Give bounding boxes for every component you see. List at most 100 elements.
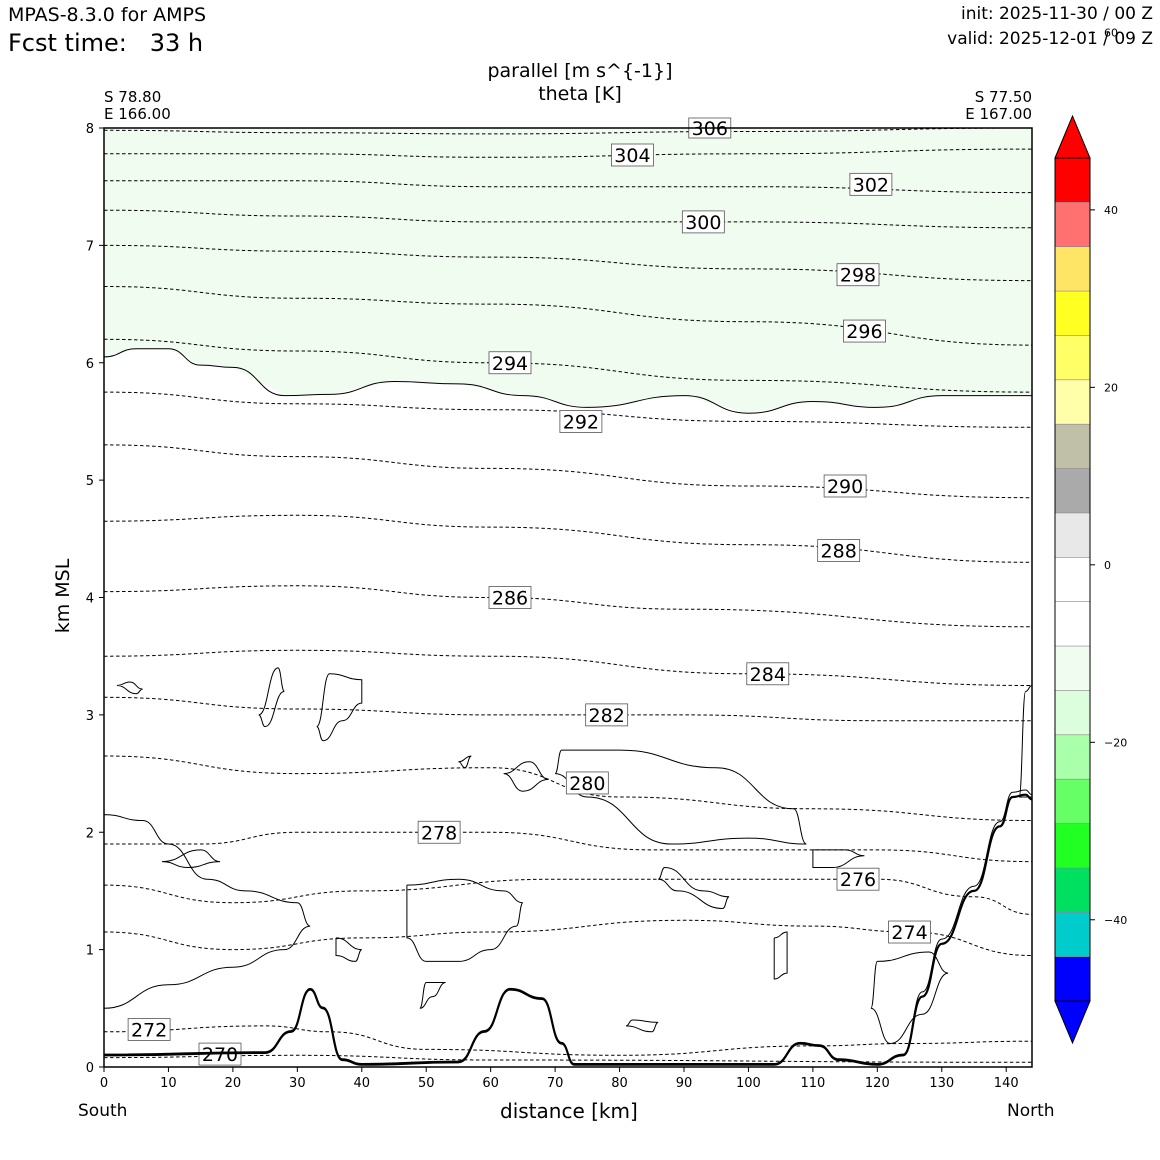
colorbar-bin-4 [1055,779,1090,824]
theta-label-box-288 [817,539,861,562]
theta-label-box-286 [488,586,532,609]
y-tick-label-7: 7 [86,239,94,254]
x-axis-label: distance [km] [500,1099,638,1123]
x-tick-label-120: 120 [865,1076,890,1091]
theta-contour-280 [103,755,1033,821]
wind-contour-5 [554,749,807,845]
shaded-region-boundary [103,348,1032,414]
x-tick-label-140: 140 [994,1076,1019,1091]
colorbar-bin-12 [1055,424,1090,469]
theta-label-272: 272 [131,1019,167,1041]
theta-label-276: 276 [840,869,876,891]
shaded-region [104,128,1032,414]
theta-contour-284 [103,649,1033,686]
colorbar-bin-10 [1055,512,1090,558]
theta-contour-306 [103,127,1033,135]
wind-contour-15 [870,951,949,1045]
wind-contour-8 [103,814,311,1009]
theta-label-box-274 [888,920,931,944]
wind-contour-11 [406,878,524,962]
theta-label-300: 300 [685,212,721,234]
colorbar-bin-13 [1055,379,1090,425]
model-title: MPAS-8.3.0 for AMPS [8,4,207,26]
colorbar-bin-17 [1055,202,1090,247]
colorbar-tick-label-5: −40 [1104,914,1127,927]
theta-label-box-296 [843,319,886,343]
theta-label-box-292 [559,410,603,433]
colorbar-bin-11 [1055,468,1090,513]
colorbar-tick-label-4: −20 [1104,736,1127,749]
fcst-value: 33 h [149,29,204,57]
theta-label-296: 296 [846,321,882,343]
wind-contour-0 [116,681,143,695]
x-tick-label-30: 30 [289,1076,306,1091]
theta-label-box-280 [565,771,609,795]
x-tick-label-130: 130 [929,1076,954,1091]
theta-label-box-290 [823,474,867,498]
colorbar-extend-min [1054,1000,1091,1045]
theta-label-292: 292 [563,411,599,433]
x-tick-label-0: 0 [100,1076,108,1091]
theta-label-box-278 [417,820,461,844]
wind-contour-2 [316,673,363,742]
theta-label-box-302 [849,172,893,196]
x-tick-label-50: 50 [418,1076,435,1091]
forecast-time: Fcst time: 33 h [8,29,203,57]
colorbar-bin-9 [1055,557,1090,602]
left-endpoint-coords: S 78.80 E 166.00 [104,89,171,123]
north-label: North [1007,1101,1055,1121]
colorbar-tick-label-1: 40 [1104,204,1118,217]
x-tick-label-80: 80 [611,1076,628,1091]
colorbar: 60 40 20 0 −20 −40 [1054,26,1127,1045]
colorbar-tick-label-0: 60 [1104,26,1118,39]
x-tick-label-70: 70 [547,1076,564,1091]
theta-label-304: 304 [614,145,650,167]
colorbar-bin-7 [1055,646,1090,691]
theta-label-298: 298 [840,265,876,287]
fcst-label: Fcst time: [8,29,127,57]
theta-label-box-282 [585,703,629,727]
chart-title-line2: theta [K] [538,83,622,105]
y-tick-label-0: 0 [86,1061,94,1076]
colorbar-tick-label-3: 0 [1104,559,1111,572]
y-tick-label-5: 5 [86,474,94,489]
wind-contour-10 [335,937,363,962]
theta-label-box-284 [746,662,790,686]
colorbar-bin-0 [1055,956,1090,1001]
x-tick-label-20: 20 [225,1076,242,1091]
theta-label-286: 286 [492,588,528,610]
wind-contour-1 [258,667,285,728]
colorbar-bin-6 [1055,690,1090,735]
y-tick-label-2: 2 [86,826,94,841]
theta-label-282: 282 [589,705,625,727]
right-endpoint-lon: E 167.00 [965,105,1032,123]
colorbar-bin-15 [1055,291,1090,336]
wind-contour-12 [419,981,446,1009]
left-endpoint-lat: S 78.80 [104,88,162,106]
theta-contour-288 [103,514,1033,563]
terrain-lines [103,789,1033,1066]
theta-label-294: 294 [492,353,528,375]
theta-contour-286 [103,585,1033,628]
wind-contour-6 [657,867,730,910]
x-tick-label-40: 40 [354,1076,371,1091]
y-tick-label-1: 1 [86,944,94,959]
theta-contour-304 [104,148,1033,158]
left-endpoint-lon: E 166.00 [104,105,171,123]
theta-contour-290 [103,444,1033,499]
wind-contour-14 [773,931,788,980]
theta-label-274: 274 [891,922,927,944]
chart-title-line1: parallel [m s^{-1}] [487,60,673,82]
theta-label-box-304 [611,143,654,167]
y-tick-label-4: 4 [86,592,94,607]
theta-label-306: 306 [692,118,728,140]
colorbar-bin-8 [1055,601,1090,647]
colorbar-bin-5 [1055,734,1090,780]
theta-label-box-294 [488,351,532,375]
y-tick-label-3: 3 [86,709,94,724]
wind-contour-9 [161,849,221,869]
colorbar-bin-1 [1055,912,1090,957]
right-endpoint-coords: S 77.50 E 167.00 [965,89,1032,123]
wind-contour-16 [1018,684,1033,798]
